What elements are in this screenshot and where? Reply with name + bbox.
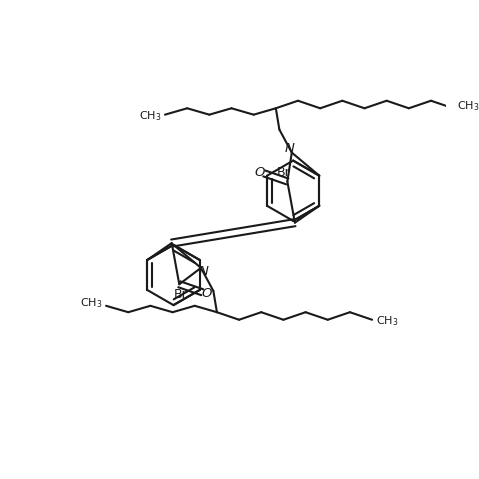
Text: O: O <box>202 286 212 300</box>
Text: N: N <box>199 265 208 278</box>
Text: CH$_3$: CH$_3$ <box>139 110 161 124</box>
Text: O: O <box>255 166 265 179</box>
Text: CH$_3$: CH$_3$ <box>376 315 398 329</box>
Text: N: N <box>284 142 294 155</box>
Text: Br: Br <box>277 166 291 179</box>
Text: CH$_3$: CH$_3$ <box>456 100 479 114</box>
Text: Br: Br <box>173 288 187 301</box>
Text: CH$_3$: CH$_3$ <box>80 296 103 310</box>
